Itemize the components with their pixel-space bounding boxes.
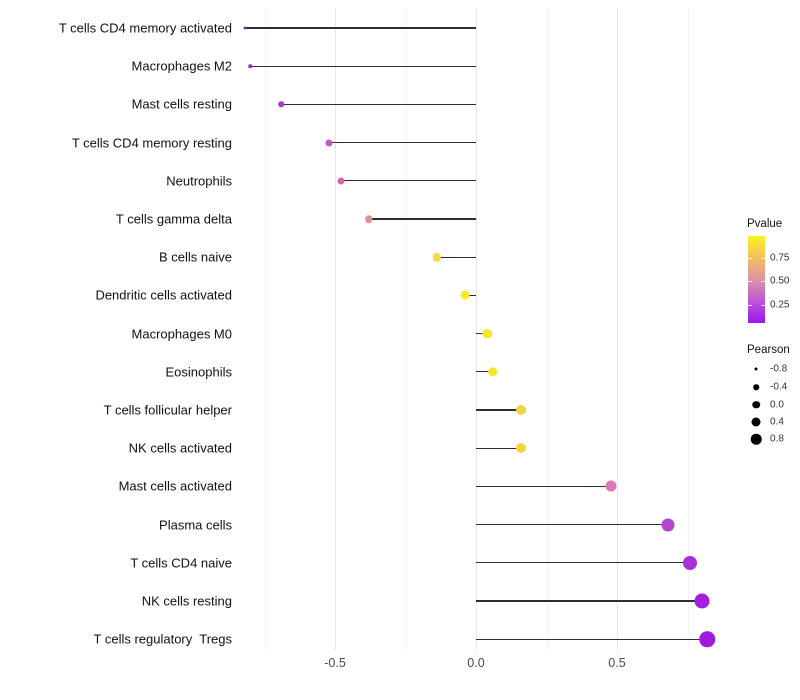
colorbar-notch <box>748 305 752 306</box>
lollipop-stem <box>340 180 476 182</box>
colorbar-notch <box>748 281 752 282</box>
lollipop-stem <box>476 447 522 449</box>
lollipop-dot <box>432 252 441 262</box>
lollipop-dot <box>248 64 253 68</box>
pvalue-tick-label: 0.50 <box>770 275 790 287</box>
lollipop-stem <box>476 332 488 335</box>
lollipop-dot <box>243 26 247 30</box>
lollipop-stem <box>476 600 702 602</box>
minor-gridline <box>264 8 266 650</box>
colorbar-notch <box>761 258 765 259</box>
lollipop-stem <box>250 65 476 67</box>
pearson-legend-dot <box>750 433 762 445</box>
y-axis-label: Mast cells activated <box>118 478 232 494</box>
lollipop-stem <box>476 409 522 411</box>
y-axis-label: T cells regulatory Tregs <box>93 631 232 647</box>
y-axis-label: Dendritic cells activated <box>95 287 232 303</box>
colorbar-notch <box>761 281 765 282</box>
pearson-legend-dot <box>752 400 760 409</box>
pvalue-tick-label: 0.25 <box>770 299 790 311</box>
y-axis-label: Mast cells resting <box>131 96 232 112</box>
lollipop-dot <box>605 480 617 492</box>
pvalue-gradient-bar <box>748 236 765 323</box>
pearson-legend-dot <box>754 367 758 371</box>
pearson-tick-label: -0.8 <box>770 363 788 375</box>
major-gridline <box>476 8 477 650</box>
minor-gridline <box>546 8 548 650</box>
lollipop-dot <box>516 405 527 415</box>
lollipop-stem <box>464 294 476 297</box>
x-axis-tick-label: -0.5 <box>324 656 346 670</box>
y-axis-label: T cells follicular helper <box>103 402 232 418</box>
pearson-tick-label: 0.4 <box>770 416 784 428</box>
colorbar-notch <box>748 258 752 259</box>
y-axis-label: Neutrophils <box>166 173 232 189</box>
pearson-tick-label: 0.8 <box>770 433 784 445</box>
lollipop-stem <box>244 27 476 29</box>
lollipop-stem <box>281 103 476 106</box>
lollipop-stem <box>329 141 476 144</box>
major-gridline <box>335 8 336 650</box>
lollipop-stem <box>368 218 476 220</box>
lollipop-stem <box>476 562 691 564</box>
lollipop-dot <box>683 555 698 570</box>
colorbar-notch <box>761 305 765 306</box>
lollipop-stem <box>476 638 708 640</box>
lollipop-dot <box>337 177 345 185</box>
minor-gridline <box>405 8 407 650</box>
y-axis-label: Macrophages M2 <box>131 58 232 74</box>
y-axis-label: NK cells activated <box>128 440 232 456</box>
lollipop-dot <box>325 139 333 147</box>
y-axis-label: Macrophages M0 <box>131 326 232 342</box>
lollipop-dot <box>694 593 710 609</box>
x-axis-tick-label: 0.5 <box>608 656 626 670</box>
y-axis-label: T cells CD4 memory activated <box>58 20 232 36</box>
lollipop-dot <box>661 518 675 532</box>
lollipop-dot <box>699 631 715 647</box>
major-gridline <box>617 8 618 650</box>
lollipop-dot <box>460 290 470 300</box>
y-axis-label: T cells CD4 memory resting <box>71 135 232 151</box>
lollipop-stem <box>476 485 612 488</box>
lollipop-dot <box>482 328 493 339</box>
lollipop-dot <box>365 215 373 223</box>
lollipop-dot <box>516 443 527 454</box>
y-axis-label: Eosinophils <box>165 364 233 380</box>
lollipop-stem <box>476 371 493 373</box>
y-axis-label: NK cells resting <box>141 593 232 609</box>
y-axis-label: T cells gamma delta <box>115 211 232 227</box>
lollipop-dot <box>488 367 498 377</box>
y-axis-label: B cells naive <box>159 249 232 265</box>
pvalue-tick-label: 0.75 <box>770 252 790 264</box>
pearson-legend-title: Pearson <box>747 344 790 356</box>
y-axis-label: T cells CD4 naive <box>130 555 232 571</box>
lollipop-stem <box>436 256 476 258</box>
pearson-tick-label: -0.4 <box>770 381 788 393</box>
pearson-legend-dot <box>753 384 759 390</box>
pearson-legend-dot <box>751 417 761 427</box>
pvalue-legend-title: Pvalue <box>747 218 783 230</box>
x-axis-tick-label: 0.0 <box>467 656 485 670</box>
y-axis-label: Plasma cells <box>159 517 232 533</box>
minor-gridline <box>687 8 689 650</box>
lollipop-dot <box>278 101 285 108</box>
pearson-tick-label: 0.0 <box>770 399 784 410</box>
lollipop-stem <box>476 523 668 526</box>
